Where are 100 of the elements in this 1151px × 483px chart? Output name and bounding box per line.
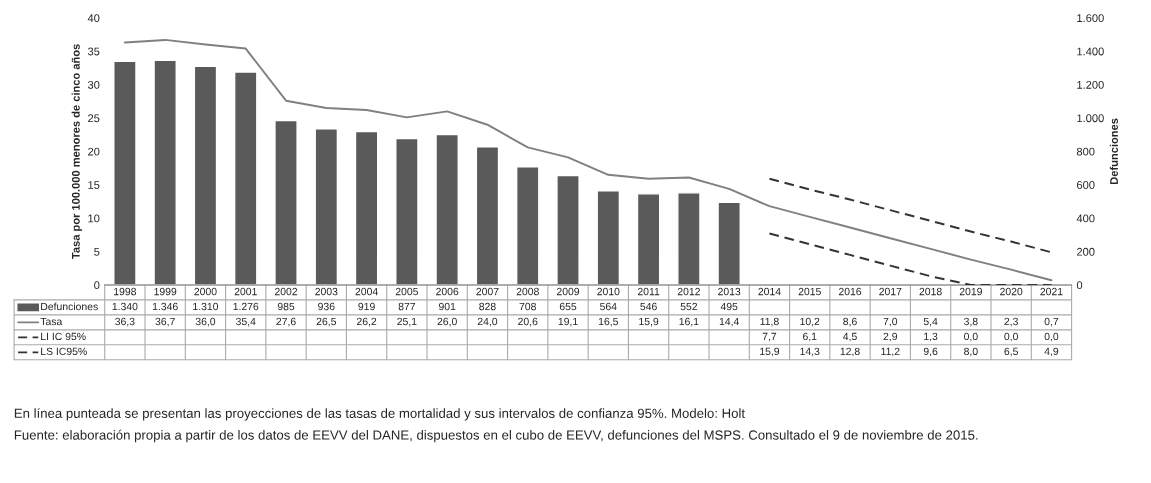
data-label: 16,5 xyxy=(598,317,618,327)
y2-tick-label: 400 xyxy=(1076,214,1095,223)
x-tick-label: 2016 xyxy=(838,287,862,296)
bar xyxy=(233,71,258,285)
y-tick-label: 25 xyxy=(88,114,100,123)
y2-tick-label: 800 xyxy=(1076,147,1095,156)
data-label: 8,6 xyxy=(843,317,857,327)
y-tick-label: 40 xyxy=(87,14,100,23)
text: En línea punteada se presentan las proyecciones de las tasas de mortalidad y sus intervalos de confianza 95%. Modelo: Holt xyxy=(14,408,745,421)
legend-label: LS IC95% xyxy=(41,347,87,356)
data-label: 1.346 xyxy=(152,302,178,311)
data-label: 26,5 xyxy=(316,317,337,327)
x-tick-label: 2006 xyxy=(436,287,459,296)
data-label: 27,6 xyxy=(276,317,296,327)
line-series xyxy=(123,38,1053,282)
bar xyxy=(274,119,298,285)
y2-tick-label: 1.000 xyxy=(1077,114,1104,123)
data-label: 24,0 xyxy=(477,317,498,327)
data-label: 2,9 xyxy=(883,332,898,342)
data-label: 36,3 xyxy=(115,317,135,327)
data-label: 828 xyxy=(479,302,496,311)
x-tick-label: 2011 xyxy=(637,287,660,296)
data-label: 36,0 xyxy=(195,317,216,327)
data-label: 3,8 xyxy=(964,317,978,327)
data-label: 5,4 xyxy=(923,317,938,327)
data-label: 15,9 xyxy=(639,317,659,327)
x-tick-label: 2003 xyxy=(315,287,338,296)
data-label: 7,0 xyxy=(883,317,898,327)
data-label: 11,2 xyxy=(881,347,900,357)
x-tick-label: 2017 xyxy=(879,287,902,296)
y-tick-label: 20 xyxy=(88,147,100,156)
x-tick-label: 2009 xyxy=(556,287,580,296)
x-tick-label: 2002 xyxy=(274,287,298,296)
y2-tick-label: 1.600 xyxy=(1077,14,1104,23)
data-label: 495 xyxy=(720,302,738,311)
x-tick-label: 2010 xyxy=(597,287,620,296)
legend-label: Defunciones xyxy=(41,302,98,311)
data-label: 4,5 xyxy=(843,332,857,342)
bar xyxy=(153,59,177,285)
data-label: 2,3 xyxy=(1004,317,1018,327)
y-tick-label: 15 xyxy=(88,181,100,189)
y2-tick-label: 200 xyxy=(1077,247,1095,256)
bar xyxy=(515,166,540,285)
bar xyxy=(636,193,661,285)
y-axis-title: Tasa por 100.000 menores de cinco años xyxy=(71,44,82,259)
bar xyxy=(677,192,701,285)
data-label: 901 xyxy=(438,302,456,311)
bar xyxy=(556,174,580,285)
bar xyxy=(113,60,137,285)
x-tick-label: 1998 xyxy=(114,287,137,296)
data-label: 9,6 xyxy=(923,347,938,357)
data-label: 15,9 xyxy=(760,347,780,357)
data-label: 4,9 xyxy=(1044,347,1059,357)
y-tick-label: 10 xyxy=(88,214,100,223)
data-label: 25,1 xyxy=(397,317,417,327)
data-label: 16,1 xyxy=(679,317,699,327)
data-label: 552 xyxy=(680,302,698,311)
x-tick-label: 2019 xyxy=(959,287,982,296)
data-label: 20,6 xyxy=(518,317,538,327)
data-label: 14,3 xyxy=(800,347,820,357)
data-label: 0,7 xyxy=(1044,317,1059,327)
bar xyxy=(475,146,500,285)
legend-label: Tasa xyxy=(40,317,63,326)
y-tick-label: 30 xyxy=(87,80,100,89)
y-tick-label: 35 xyxy=(87,47,100,56)
bar xyxy=(354,130,379,285)
x-tick-label: 2012 xyxy=(677,287,700,296)
data-label: 6,1 xyxy=(803,332,817,342)
data-label: 1.276 xyxy=(233,302,259,311)
data-label: 10,2 xyxy=(800,317,820,327)
x-tick-label: 2001 xyxy=(234,287,257,296)
line-series xyxy=(768,177,1053,254)
x-tick-label: 2020 xyxy=(1000,287,1023,296)
source-note: Fuente: elaboración propia a partir de los datos de EEVV del DANE, dispuestos en el cubo de EEVV, defunciones del MSPS. Consultado el 9 de noviembre de 2015. xyxy=(14,429,978,443)
bar xyxy=(395,137,419,285)
y2-tick-label: 1.200 xyxy=(1077,80,1104,89)
data-label: 26,2 xyxy=(356,317,377,327)
legend-label: LI IC 95% xyxy=(41,332,86,341)
x-tick-label: 2021 xyxy=(1040,287,1063,296)
data-label: 6,5 xyxy=(1004,347,1018,357)
data-label: 35,4 xyxy=(236,317,256,327)
line-series xyxy=(768,232,1053,285)
data-label: 1.340 xyxy=(112,302,138,311)
x-tick-label: 1999 xyxy=(154,287,177,296)
data-label: 36,7 xyxy=(155,317,175,327)
bar xyxy=(193,65,218,285)
data-label: 26,0 xyxy=(437,317,457,327)
x-tick-label: 2013 xyxy=(718,287,741,296)
data-label: 7,7 xyxy=(762,332,777,342)
bar xyxy=(717,201,741,285)
y-tick-label: 5 xyxy=(94,247,100,256)
data-label: 8,0 xyxy=(964,347,978,357)
data-label: 1.310 xyxy=(193,302,219,311)
y-tick-label: 0 xyxy=(94,281,100,290)
data-label: 546 xyxy=(640,302,657,311)
y2-tick-label: 0 xyxy=(1076,281,1083,290)
x-tick-label: 2015 xyxy=(798,287,821,296)
data-label: 11,8 xyxy=(760,317,779,327)
data-label: 877 xyxy=(398,302,416,311)
data-label: 0,0 xyxy=(964,332,978,342)
